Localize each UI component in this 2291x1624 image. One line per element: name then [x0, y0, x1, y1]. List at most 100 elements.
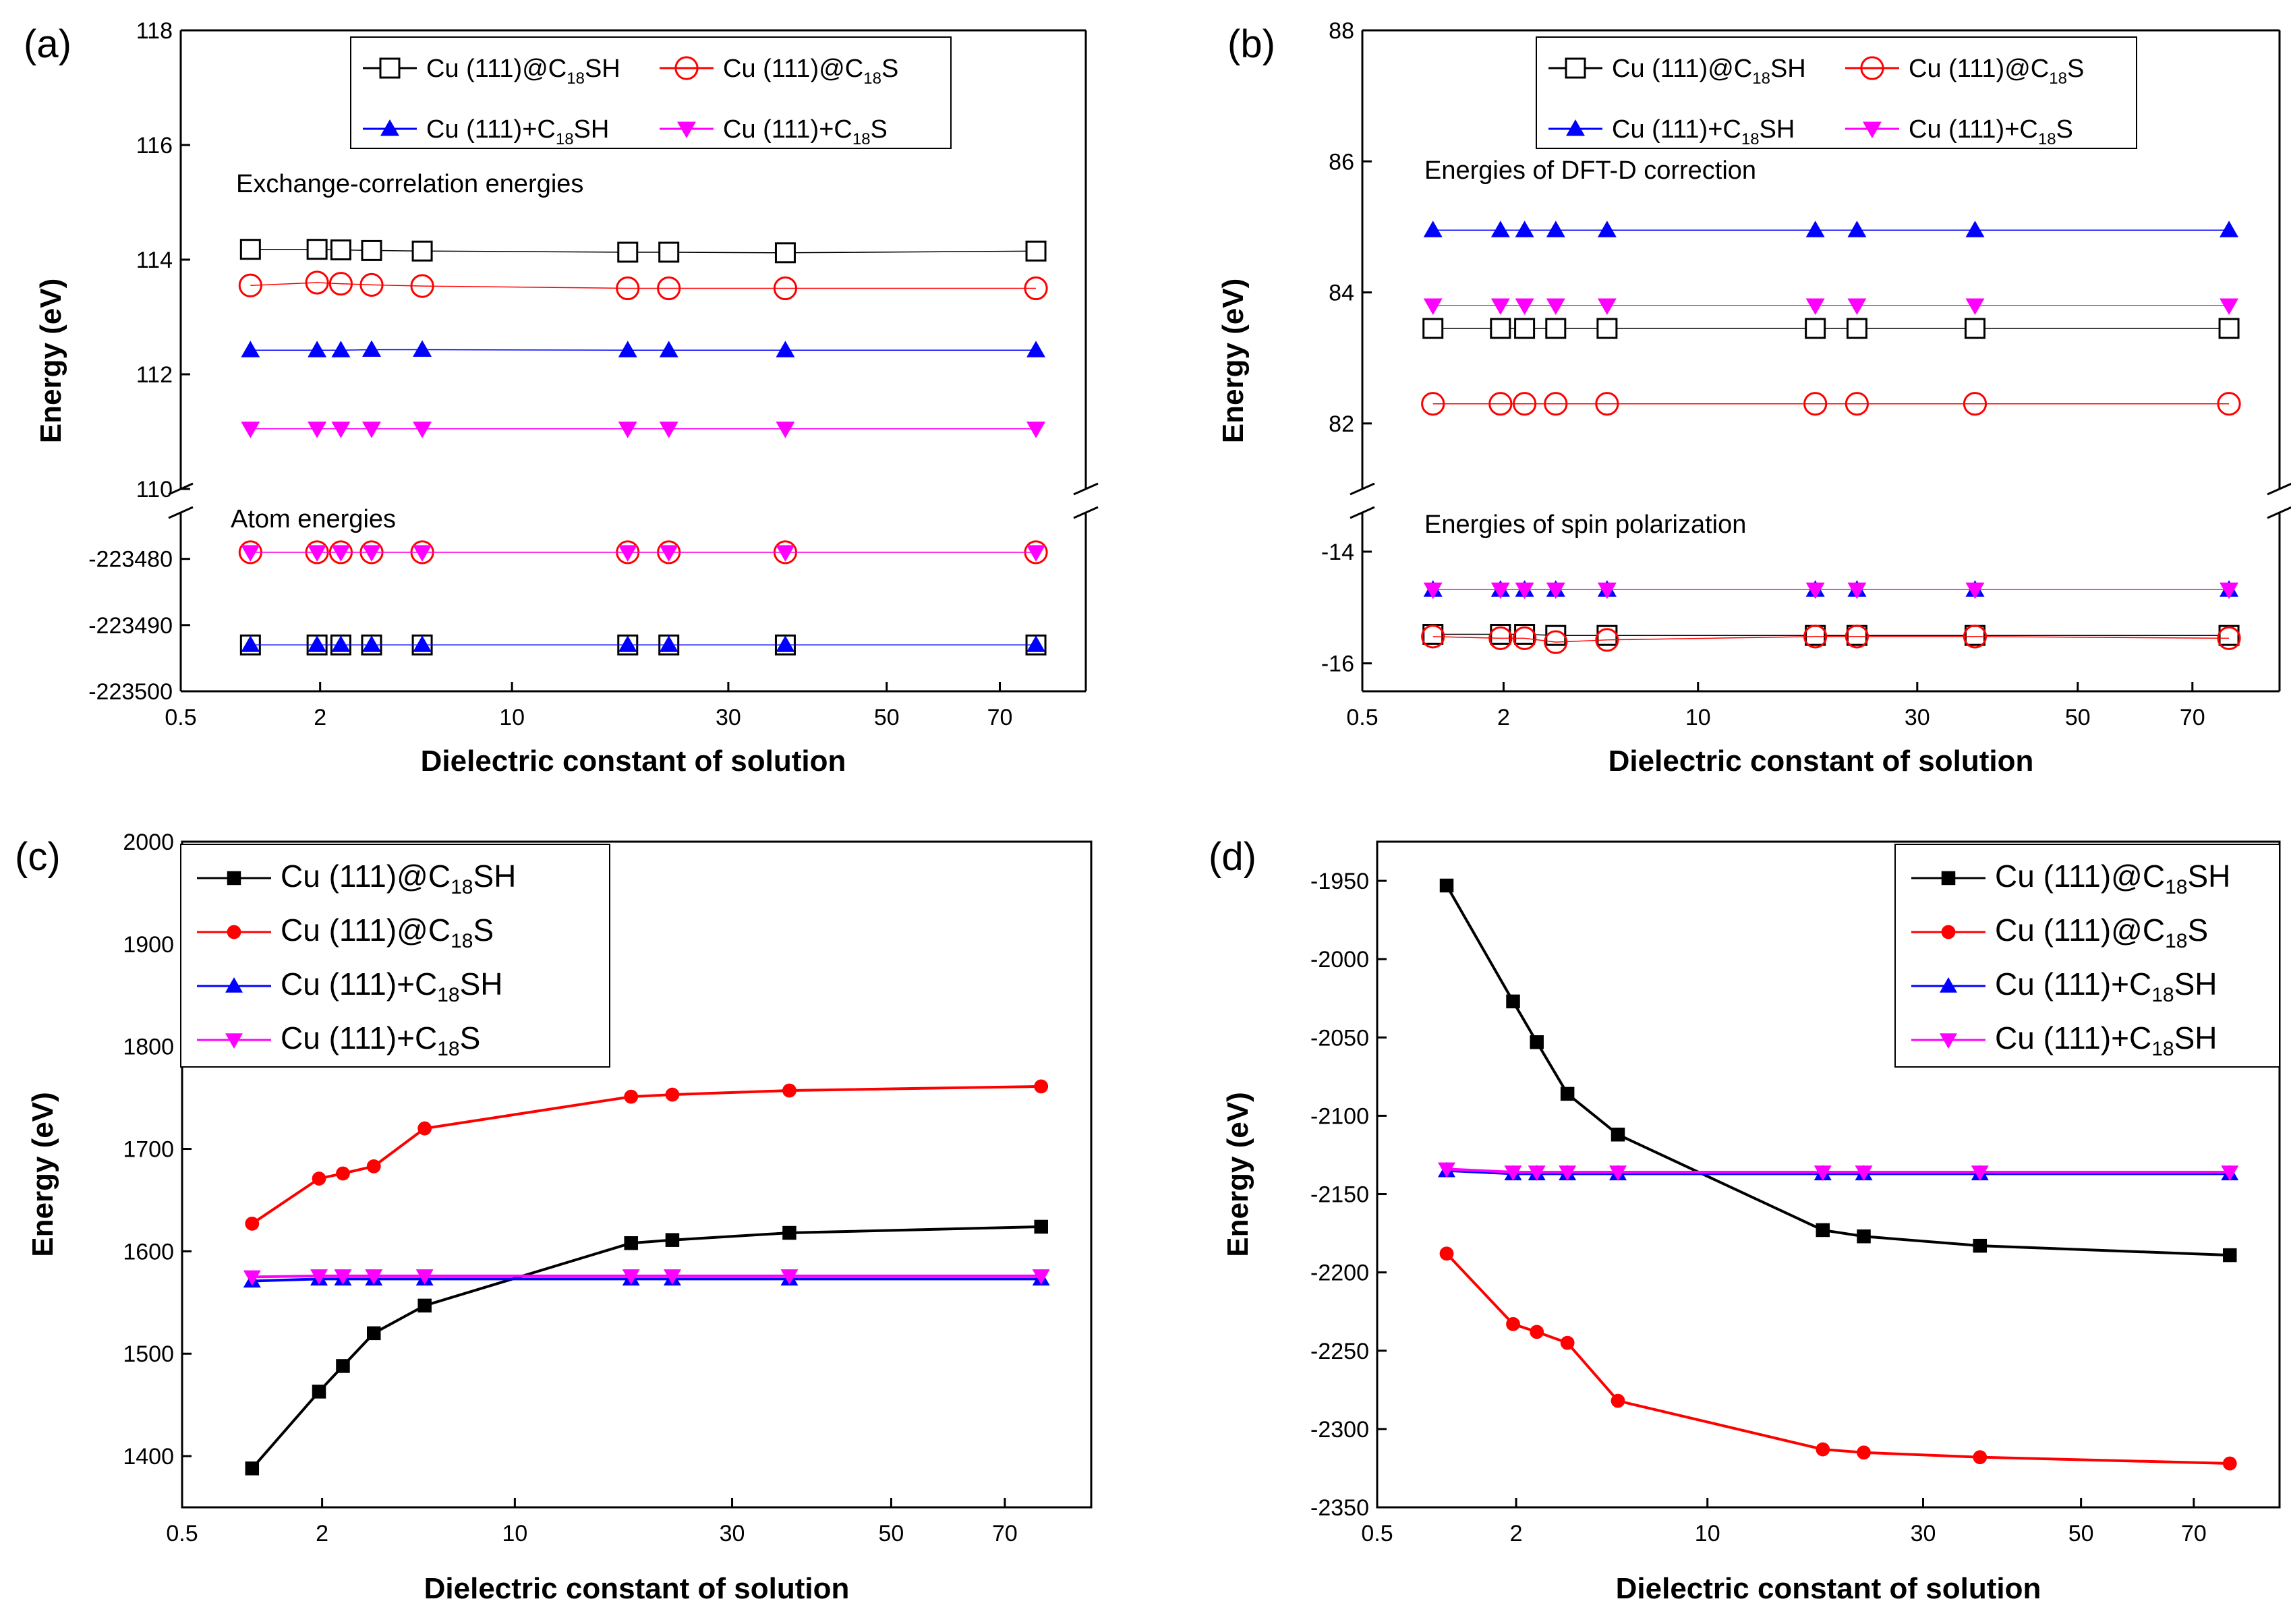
data-point [1846, 318, 1867, 339]
data-point [1515, 221, 1534, 237]
data-point [306, 239, 328, 260]
x-tick-label: 30 [716, 705, 741, 730]
data-point [330, 239, 351, 261]
legend-marker [1566, 119, 1585, 136]
data-point [361, 545, 381, 562]
x-tick-label: 50 [874, 705, 900, 730]
data-point [1965, 221, 1985, 237]
data-point [239, 239, 261, 260]
data-point [618, 545, 637, 562]
data-point [663, 1269, 681, 1285]
data-point [1026, 545, 1046, 562]
data-point [410, 274, 434, 298]
legend-marker [225, 1033, 243, 1049]
x-axis-title: Dielectric constant of solution [1616, 1572, 2041, 1605]
data-point [411, 240, 433, 262]
x-tick-label: 70 [987, 705, 1013, 730]
data-point [359, 272, 384, 297]
data-point [1596, 318, 1618, 339]
data-point [415, 1269, 434, 1285]
data-point [336, 1166, 350, 1181]
data-point [780, 1269, 799, 1285]
data-point [1857, 1445, 1871, 1460]
legend-box [180, 844, 610, 1068]
y-tick-label: -2100 [1310, 1103, 1369, 1129]
series-line [1432, 636, 2230, 643]
data-point [1439, 1246, 1454, 1261]
y-tick-label: 1800 [123, 1035, 174, 1060]
data-point [1559, 1165, 1577, 1182]
data-point [1964, 318, 1985, 339]
data-point [2221, 1165, 2239, 1182]
legend-box [1536, 36, 2137, 149]
data-point [618, 341, 637, 357]
y-axis-title: Energy (eV) [34, 279, 67, 444]
legend-label: Cu (111)+C18SH [426, 115, 609, 148]
data-point [659, 545, 678, 562]
legend-marker [380, 119, 399, 136]
x-tick-label: 30 [1911, 1521, 1936, 1546]
legend-marker [227, 871, 241, 886]
y-tick-label: 1700 [123, 1137, 174, 1163]
annotation-top: Energies of DFT-D correction [1424, 156, 1756, 185]
axis-break-mark [168, 506, 194, 519]
data-point [308, 545, 327, 562]
legend-label: Cu (111)+C18S [1909, 115, 2073, 148]
series-line [251, 1084, 1041, 1225]
data-point [1488, 392, 1513, 416]
x-tick-label: 10 [502, 1521, 527, 1546]
data-point [312, 1385, 326, 1399]
y-tick-label: 1600 [123, 1239, 174, 1265]
data-point [1423, 298, 1443, 315]
data-point [1857, 1229, 1871, 1244]
y-tick-label: -223480 [88, 547, 173, 573]
data-point [367, 1326, 381, 1341]
data-point [1595, 628, 1619, 652]
data-point [1423, 221, 1443, 237]
data-point [312, 1171, 326, 1186]
y-axis-title: Energy (eV) [26, 1092, 59, 1257]
x-axis-title: Dielectric constant of solution [421, 745, 846, 778]
legend-label: Cu (111)@C18S [1909, 55, 2084, 88]
axis-break-mark [1073, 482, 1099, 496]
data-point [1845, 392, 1869, 416]
data-point [238, 273, 262, 297]
x-tick-label: 10 [1695, 1521, 1720, 1546]
data-point [1026, 422, 1046, 438]
panel-label: (a) [24, 22, 71, 66]
x-tick-label: 0.5 [1346, 705, 1378, 730]
data-point [1490, 221, 1510, 237]
x-axis-title: Dielectric constant of solution [1608, 745, 2034, 778]
data-point [308, 635, 327, 652]
data-point [2222, 1456, 2237, 1471]
data-point [331, 341, 351, 357]
data-point [245, 1461, 260, 1476]
data-point [2223, 1248, 2237, 1263]
y-tick-label: -16 [1321, 651, 1354, 677]
data-point [616, 276, 640, 301]
data-point [1439, 878, 1454, 893]
data-point [1965, 298, 1985, 315]
y-tick-label: 88 [1329, 18, 1354, 44]
data-point [1026, 635, 1046, 652]
data-point [1597, 582, 1617, 600]
data-point [2220, 582, 2239, 600]
data-point [659, 341, 678, 357]
panel-c: 1400 1500 1600 1700 1800 1900 2000 0.5 2 10 30 50 70… [15, 830, 1093, 1605]
data-point [308, 341, 327, 357]
data-point [2217, 626, 2241, 650]
data-point [1965, 582, 1985, 600]
panel-label: (d) [1209, 835, 1256, 879]
y-tick-label: 1500 [123, 1341, 174, 1367]
data-point [361, 340, 381, 357]
data-point [1490, 582, 1510, 600]
legend-marker [227, 925, 241, 939]
y-axis-title: Energy (eV) [1221, 1092, 1254, 1257]
legend-label: Cu (111)+C18S [281, 1020, 480, 1060]
data-point [413, 635, 432, 652]
data-point [417, 1121, 432, 1136]
y-tick-label: -1950 [1310, 869, 1369, 894]
y-tick-label: 84 [1329, 281, 1354, 306]
data-point [1488, 626, 1513, 650]
x-tick-label: 10 [1685, 705, 1711, 730]
